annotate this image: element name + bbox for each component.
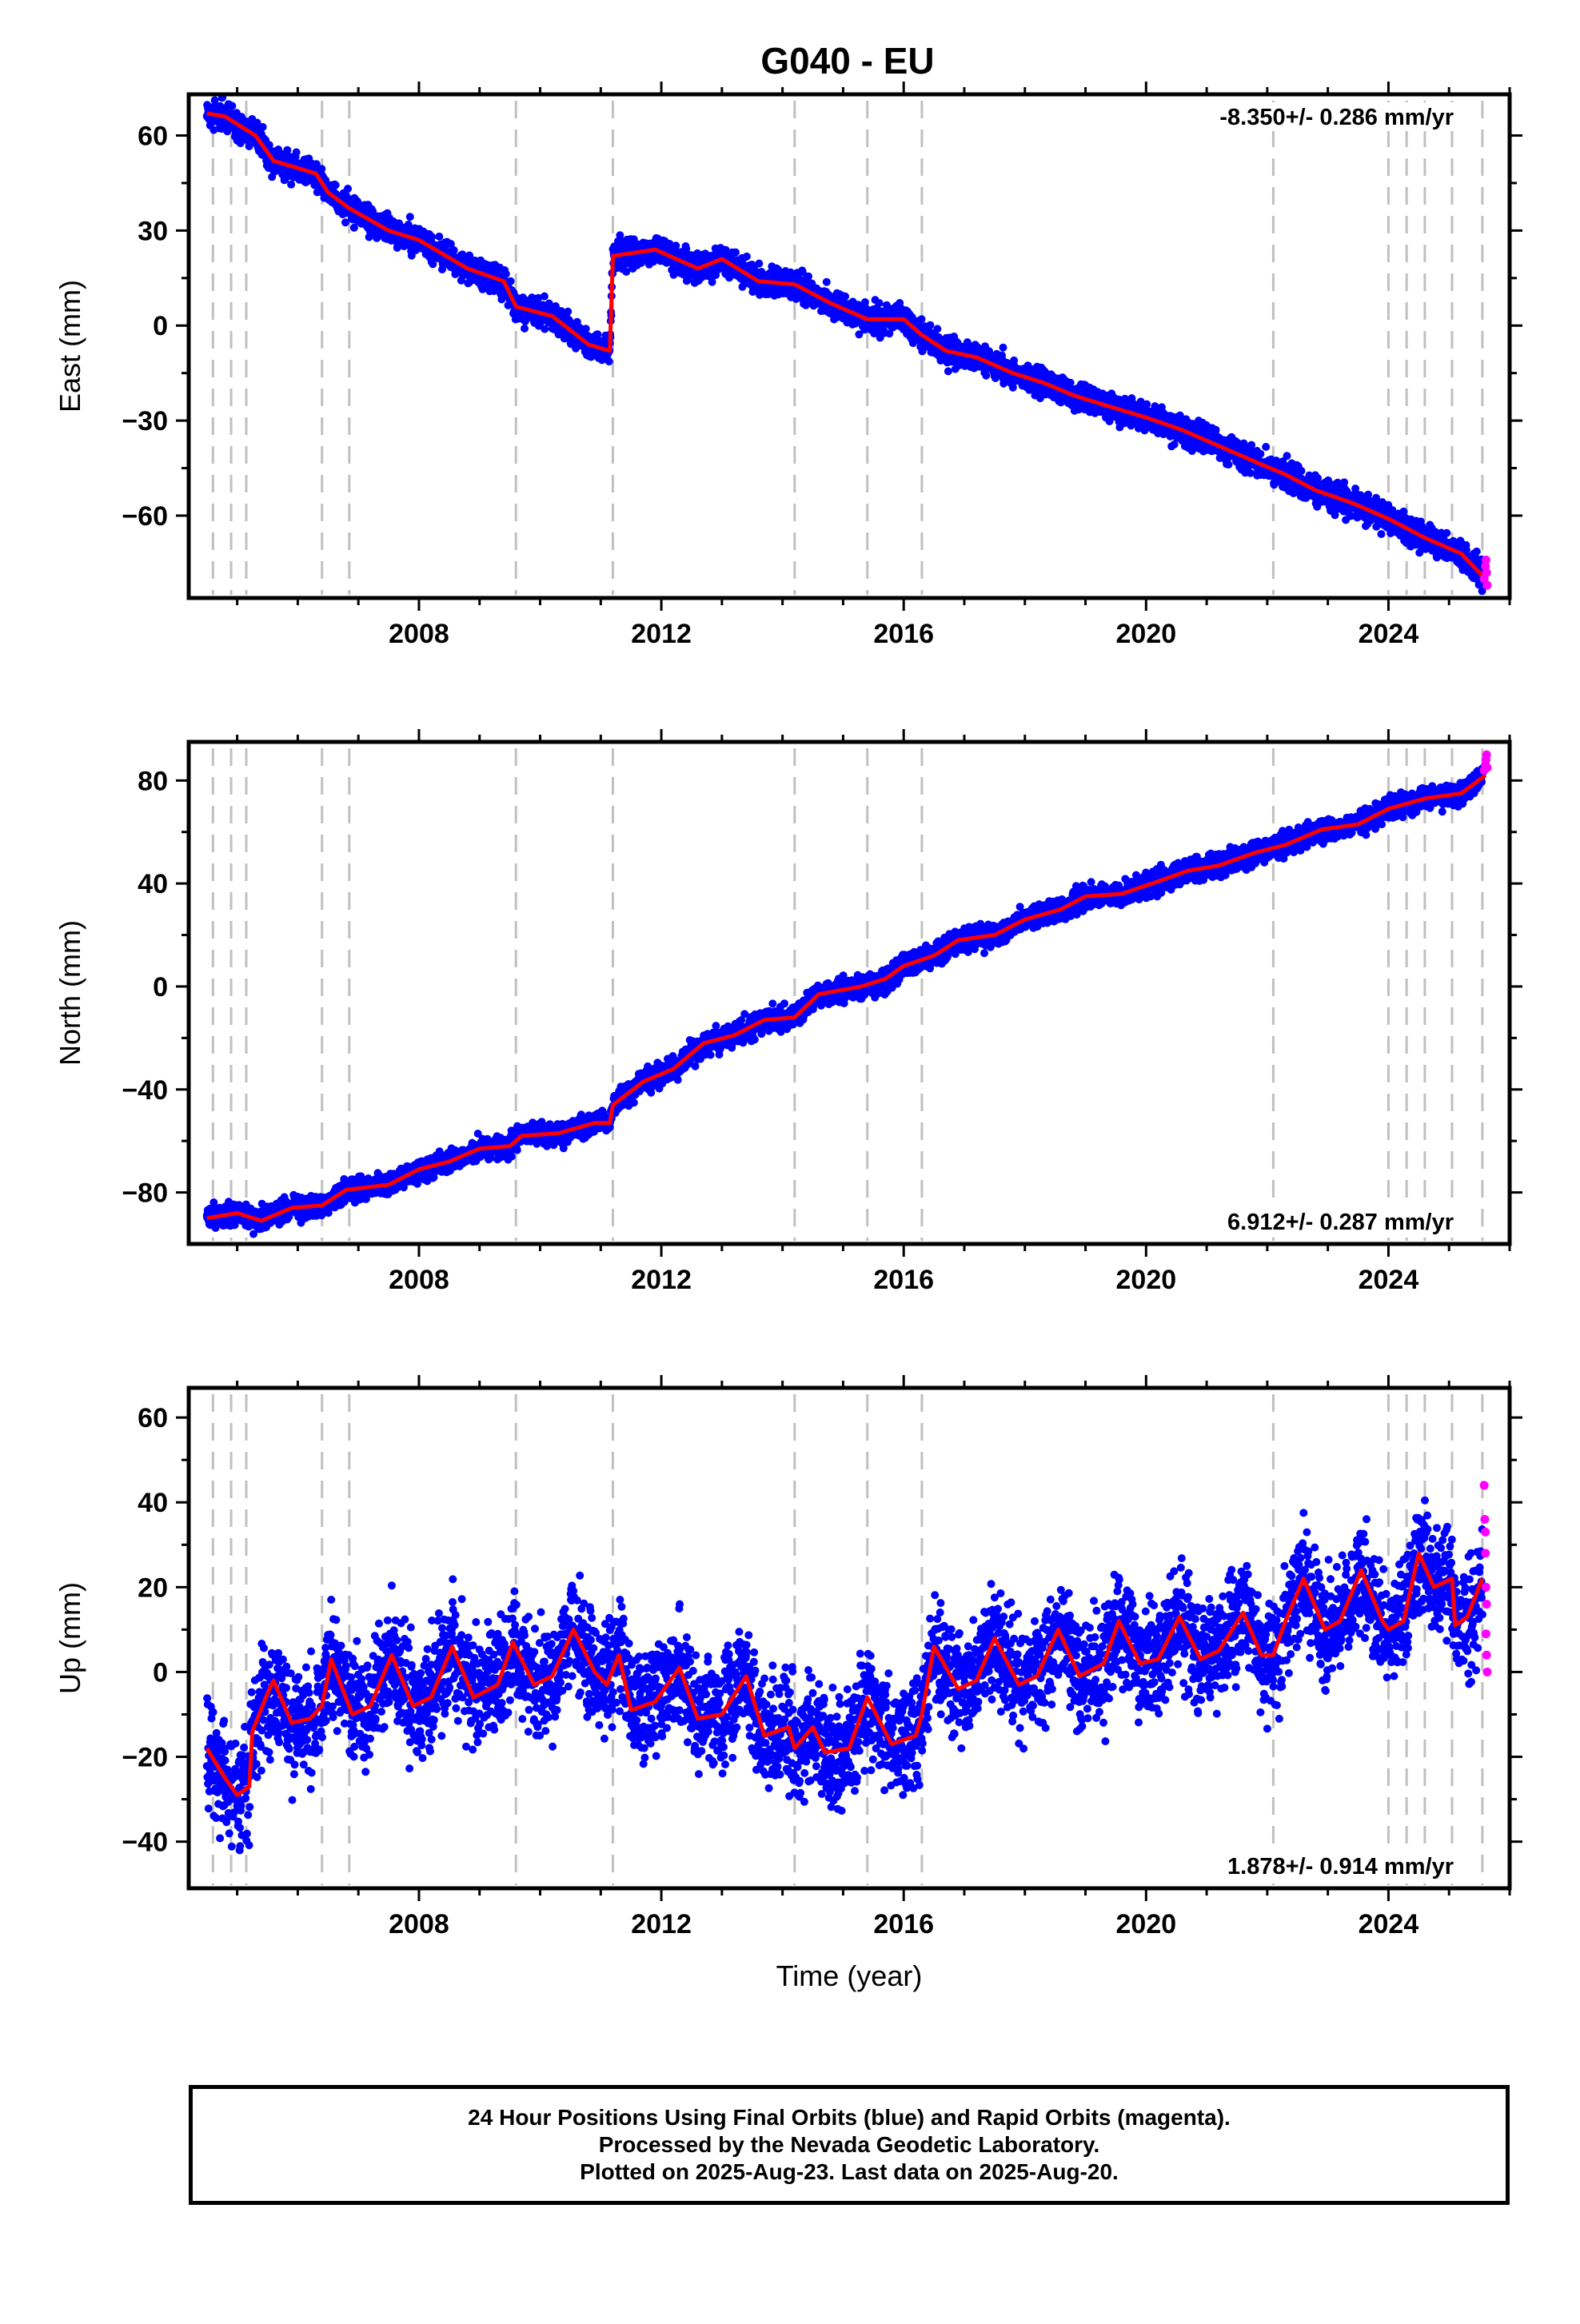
final-orbit-points-up xyxy=(202,1496,1487,1855)
rapid-orbit-point xyxy=(1481,1582,1490,1592)
x-tick-label: 2020 xyxy=(1116,1909,1177,1939)
y-tick-label: −20 xyxy=(122,1743,168,1773)
y-axis-label: Up (mm) xyxy=(54,1582,86,1694)
velocity-rate-label: 1.878+/- 0.914 mm/yr xyxy=(1227,1854,1454,1880)
footer-line-2: Processed by the Nevada Geodetic Laborat… xyxy=(598,2132,1100,2157)
footer-line-1: 24 Hour Positions Using Final Orbits (bl… xyxy=(468,2105,1231,2130)
velocity-rate-label: 6.912+/- 0.287 mm/yr xyxy=(1227,1210,1454,1235)
model-fit-line-east xyxy=(206,111,1487,580)
x-tick-label: 2016 xyxy=(873,619,934,649)
rapid-orbit-point xyxy=(1481,755,1490,765)
y-tick-label: 20 xyxy=(138,1573,168,1603)
x-tick-label: 2008 xyxy=(389,619,449,649)
x-tick-label: 2024 xyxy=(1359,619,1419,649)
x-tick-label: 2008 xyxy=(389,1265,449,1295)
rapid-orbit-point xyxy=(1481,1549,1490,1558)
y-tick-label: −80 xyxy=(122,1178,168,1209)
x-tick-label: 2024 xyxy=(1359,1265,1419,1295)
x-tick-label: 2016 xyxy=(873,1909,934,1939)
x-tick-label: 2008 xyxy=(389,1909,449,1939)
final-orbit-points-north xyxy=(202,764,1487,1238)
panel-east: 2008 2012 2016 2020 2024 −60 −30 0 30 60 East (mm)… xyxy=(54,82,1522,649)
rapid-orbit-point xyxy=(1482,568,1491,577)
y-tick-label: 60 xyxy=(138,122,168,152)
plot-frame-east xyxy=(186,92,1512,600)
rapid-orbit-point xyxy=(1480,1514,1490,1524)
y-tick-label: 0 xyxy=(153,311,168,341)
rapid-orbit-point xyxy=(1481,1629,1490,1639)
footer-line-3: Plotted on 2025-Aug-23. Last data on 202… xyxy=(580,2159,1119,2184)
y-tick-label: 0 xyxy=(153,1657,168,1688)
y-tick-label: −40 xyxy=(122,1828,168,1858)
y-axis-label: North (mm) xyxy=(54,920,86,1066)
footer-caption: 24 Hour Positions Using Final Orbits (bl… xyxy=(189,2085,1510,2205)
rapid-orbit-point xyxy=(1482,763,1492,772)
x-tick-label: 2020 xyxy=(1116,1265,1177,1295)
rate-label-bg xyxy=(1167,1207,1463,1236)
y-axis-label: East (mm) xyxy=(54,280,86,413)
y-tick-label: −30 xyxy=(122,406,168,436)
model-fit-line-north xyxy=(206,773,1487,1223)
rapid-orbit-point xyxy=(1479,1481,1489,1490)
plot-frame-up xyxy=(186,1385,1512,1891)
final-orbit-points-east xyxy=(202,94,1487,596)
x-tick-label: 2020 xyxy=(1116,619,1177,649)
y-tick-label: 80 xyxy=(138,766,168,796)
x-tick-label: 2024 xyxy=(1359,1909,1419,1939)
x-tick-label: 2012 xyxy=(631,1265,692,1295)
panel-north: 2008 2012 2016 2020 2024 −80 −40 0 40 80 North (mm… xyxy=(54,729,1522,1295)
rapid-orbit-point xyxy=(1481,555,1490,564)
chart-title: G040 - EU xyxy=(760,40,934,82)
x-tick-label: 2016 xyxy=(873,1265,934,1295)
rapid-orbit-point xyxy=(1481,1527,1490,1537)
y-tick-label: −60 xyxy=(122,501,168,532)
y-tick-label: 30 xyxy=(138,216,168,246)
x-tick-label: 2012 xyxy=(631,619,692,649)
rapid-orbit-point xyxy=(1482,580,1492,590)
velocity-rate-label: -8.350+/- 0.286 mm/yr xyxy=(1219,105,1454,130)
plot-frame-north xyxy=(186,739,1512,1246)
y-tick-label: 60 xyxy=(138,1403,168,1433)
model-fit-line-up xyxy=(205,1551,1485,1797)
y-tick-label: 0 xyxy=(153,972,168,1003)
rapid-orbit-point xyxy=(1482,1600,1491,1609)
x-axis-label: Time (year) xyxy=(776,1959,923,1992)
rapid-orbit-point xyxy=(1482,1667,1492,1676)
y-tick-label: −40 xyxy=(122,1075,168,1106)
y-tick-label: 40 xyxy=(138,1488,168,1518)
panel-up: 2008 2012 2016 2020 2024 −40 −20 0 20 40 60 Up (mm)… xyxy=(54,1375,1522,1992)
rapid-orbit-point xyxy=(1482,1650,1491,1660)
x-tick-label: 2012 xyxy=(631,1909,692,1939)
rate-label-bg xyxy=(1167,1852,1463,1880)
y-tick-label: 40 xyxy=(138,869,168,899)
rate-label-bg xyxy=(1167,102,1463,131)
